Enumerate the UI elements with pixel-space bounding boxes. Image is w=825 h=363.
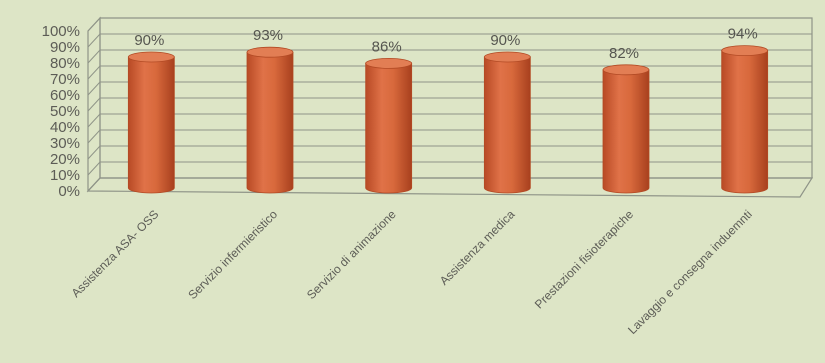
category-label: Servizio infermieristico: [185, 207, 280, 302]
category-label: Prestazioni fisioterapiche: [532, 207, 636, 311]
bar-top: [483, 51, 531, 63]
y-tick-label: 80%: [50, 55, 80, 72]
gridline: [87, 145, 812, 160]
gridline: [87, 49, 812, 64]
gridlines: [87, 17, 812, 192]
data-label: 90%: [134, 32, 164, 49]
gridline: [87, 161, 812, 176]
y-tick-label: 10%: [50, 167, 80, 184]
data-labels: 90% 93% 86% 90% 82% 94%: [134, 26, 757, 62]
category-labels: Assistenza ASA- OSS Servizio infermierist…: [69, 207, 755, 337]
bar-body: [365, 63, 413, 194]
bar-top: [365, 58, 413, 69]
category-label: Assistenza ASA- OSS: [69, 207, 162, 300]
data-label: 93%: [253, 27, 283, 44]
y-tick-label: 30%: [50, 135, 80, 152]
gridline: [87, 97, 812, 112]
bar: [246, 46, 294, 194]
floor: [86, 177, 814, 198]
bars: [127, 45, 769, 194]
bar-body: [127, 56, 175, 194]
y-tick-label: 90%: [50, 39, 80, 56]
category-label: Lavaggio e consegna induemnti: [625, 207, 755, 337]
bar: [127, 51, 175, 194]
bar: [721, 45, 769, 194]
y-axis-ticks: 0%10%20%30%40%50%60%70%80%90%100%: [42, 23, 80, 200]
bar-top: [721, 45, 769, 56]
category-label: Servizio di animazione: [304, 207, 399, 302]
y-tick-label: 20%: [50, 151, 80, 168]
y-tick-label: 60%: [50, 87, 80, 104]
y-tick-label: 40%: [50, 119, 80, 136]
bar-body: [483, 56, 531, 194]
bar-top: [246, 46, 294, 58]
gridline: [87, 129, 812, 144]
gridline: [87, 113, 812, 128]
bar-body: [602, 69, 650, 194]
y-tick-label: 50%: [50, 103, 80, 120]
bar: [483, 51, 531, 194]
data-label: 86%: [372, 38, 402, 55]
bar-top: [127, 51, 175, 63]
bar-body: [246, 51, 294, 194]
gridline: [87, 177, 812, 192]
bar-top: [602, 64, 650, 76]
bar: [365, 58, 413, 194]
data-label: 90%: [490, 32, 520, 49]
gridline: [87, 33, 812, 48]
bar: [602, 64, 650, 194]
data-label: 82%: [609, 45, 639, 62]
gridline: [87, 65, 812, 80]
y-tick-label: 70%: [50, 71, 80, 88]
y-tick-label: 100%: [42, 23, 80, 40]
bar-body: [721, 50, 769, 194]
category-label: Assistenza medica: [437, 207, 518, 288]
gridline: [87, 17, 812, 32]
data-label: 94%: [728, 26, 758, 43]
gridline: [87, 81, 812, 96]
y-tick-label: 0%: [58, 183, 80, 200]
chart-walls: [86, 16, 814, 198]
